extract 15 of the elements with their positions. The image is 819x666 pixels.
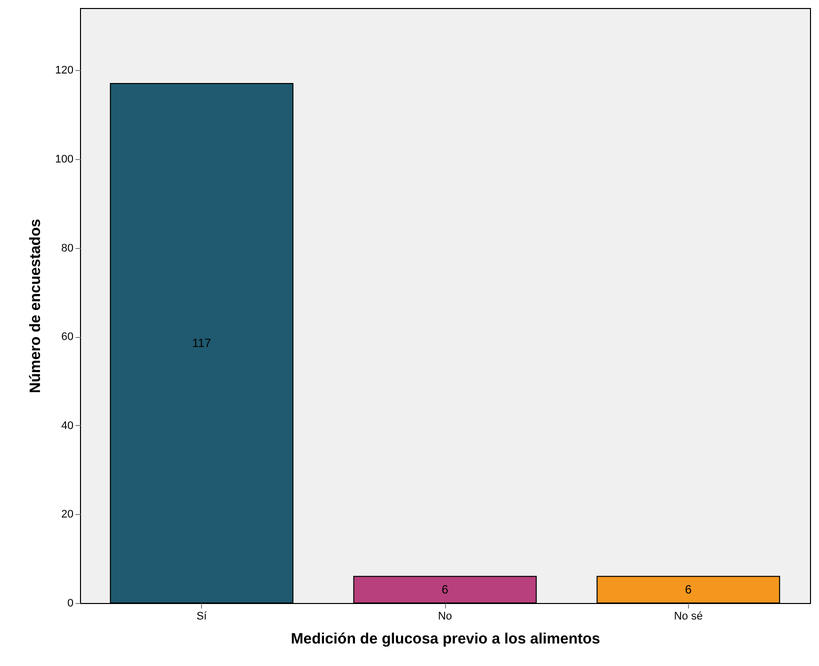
- x-axis-title: Medición de glucosa previo a los alimentos: [290, 630, 600, 648]
- y-tick-label: 80: [61, 242, 74, 254]
- y-tick-label: 0: [67, 598, 74, 610]
- data-label: 6: [442, 582, 449, 597]
- y-tick-label: 20: [61, 508, 74, 521]
- x-tick-label: No: [438, 610, 452, 622]
- x-tick-label: No sé: [674, 610, 703, 622]
- y-tick-label: 100: [55, 153, 74, 166]
- y-axis-title: Número de encuestados: [27, 218, 44, 394]
- x-tick-label: Sí: [196, 610, 208, 622]
- y-tick-label: 60: [61, 331, 74, 344]
- data-label: 6: [684, 582, 692, 597]
- data-label: 117: [192, 336, 212, 350]
- y-tick-label: 120: [55, 64, 74, 77]
- y-tick-label: 40: [61, 420, 74, 432]
